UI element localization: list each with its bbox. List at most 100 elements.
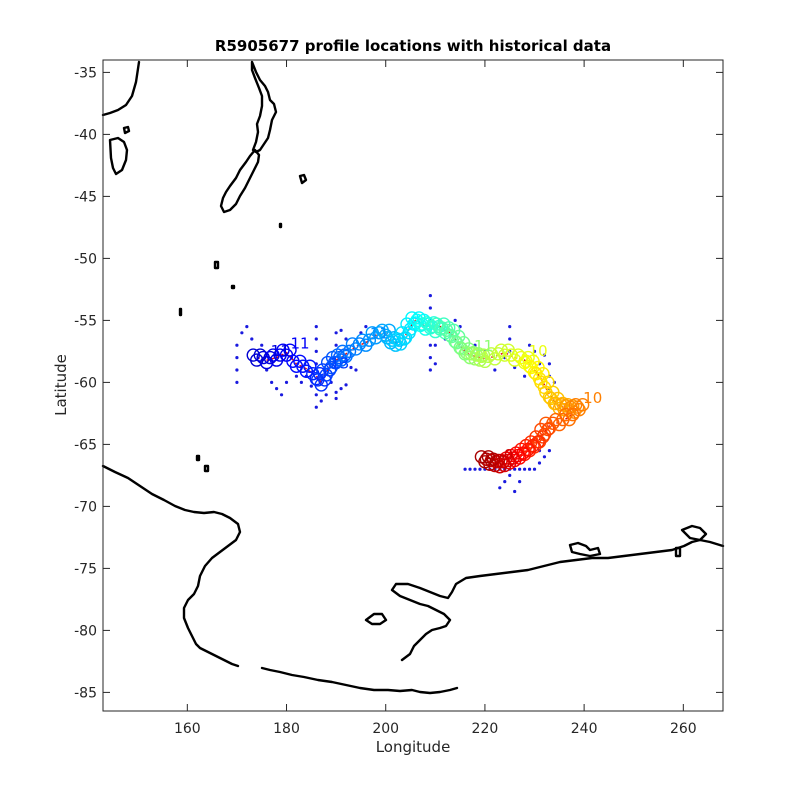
historical-point bbox=[542, 455, 547, 459]
historical-point bbox=[468, 467, 472, 471]
historical-point bbox=[260, 343, 264, 347]
historical-point bbox=[294, 374, 299, 378]
historical-point bbox=[314, 393, 318, 397]
profile-points bbox=[246, 311, 590, 474]
historical-point bbox=[508, 473, 512, 477]
historical-point bbox=[344, 383, 348, 387]
historical-point bbox=[309, 384, 313, 388]
x-tick-label: 240 bbox=[571, 721, 598, 737]
historical-point bbox=[235, 368, 239, 372]
coast-tasmania bbox=[108, 136, 129, 176]
historical-point bbox=[339, 328, 343, 332]
profile-point bbox=[263, 350, 277, 365]
historical-point bbox=[314, 337, 318, 341]
historical-point bbox=[463, 467, 467, 471]
historical-point bbox=[503, 480, 507, 484]
historical-point bbox=[339, 387, 343, 391]
x-tick-label: 200 bbox=[372, 721, 399, 737]
historical-point bbox=[547, 362, 552, 366]
axes-background bbox=[103, 60, 723, 711]
historical-point bbox=[433, 362, 437, 366]
x-tick-label: 160 bbox=[174, 721, 201, 737]
y-axis-label: Latitude bbox=[52, 354, 70, 416]
historical-point bbox=[532, 349, 537, 353]
historical-point bbox=[314, 325, 318, 329]
historical-point bbox=[513, 467, 517, 471]
coast-peter-island bbox=[674, 546, 682, 558]
coast-marie-byrd bbox=[390, 538, 725, 662]
historical-point bbox=[324, 393, 328, 397]
historical-point bbox=[270, 380, 274, 384]
y-tick-label: -85 bbox=[74, 685, 97, 701]
historical-point bbox=[453, 318, 457, 322]
y-tick-label: -50 bbox=[74, 251, 97, 267]
historical-point bbox=[334, 331, 338, 335]
historical-point bbox=[235, 356, 239, 360]
historical-point bbox=[334, 343, 338, 347]
historical-point bbox=[532, 467, 537, 471]
historical-point bbox=[523, 467, 527, 471]
historical-point bbox=[319, 399, 323, 403]
coast-nz-north bbox=[250, 60, 278, 154]
coast-king-island bbox=[122, 125, 131, 135]
coast-nz-south bbox=[219, 148, 261, 214]
coast-antarctica bbox=[101, 464, 242, 668]
profile-number-label: 13 bbox=[330, 354, 349, 372]
profile-point bbox=[536, 430, 550, 444]
y-tick-label: -75 bbox=[74, 561, 97, 577]
coastlines bbox=[101, 60, 725, 695]
historical-point bbox=[314, 405, 318, 409]
profile-point bbox=[372, 326, 386, 340]
coast-roosevelt-island bbox=[364, 612, 388, 626]
historical-point bbox=[493, 368, 497, 372]
profile-point bbox=[303, 359, 317, 373]
historical-point bbox=[235, 343, 239, 347]
coast-thurston bbox=[680, 524, 708, 542]
historical-point bbox=[240, 331, 244, 335]
historical-point bbox=[498, 486, 502, 490]
historical-point bbox=[334, 390, 338, 394]
coast-balleny bbox=[195, 454, 210, 473]
historical-point bbox=[508, 325, 512, 329]
coast-campbell bbox=[230, 284, 236, 290]
y-tick-label: -45 bbox=[74, 189, 97, 205]
coast-siple bbox=[568, 541, 602, 558]
profile-number-label: 10 bbox=[583, 389, 602, 407]
historical-point bbox=[428, 306, 432, 310]
x-axis: 160 180 200 220 240 260 bbox=[174, 60, 697, 737]
coast-small-1 bbox=[278, 222, 283, 229]
axes-frame bbox=[102, 59, 724, 712]
historical-point bbox=[349, 365, 353, 370]
y-tick-label: -55 bbox=[74, 313, 97, 329]
historical-point bbox=[478, 467, 482, 471]
historical-point bbox=[547, 449, 552, 453]
y-tick-label: -40 bbox=[74, 127, 97, 143]
x-axis-label: Longitude bbox=[376, 738, 451, 756]
historical-point bbox=[364, 325, 368, 329]
historical-point bbox=[508, 337, 512, 341]
profile-number-label: 11 bbox=[271, 342, 290, 360]
profile-point bbox=[342, 344, 357, 359]
y-tick-label: -60 bbox=[74, 375, 97, 391]
historical-point bbox=[428, 368, 432, 372]
y-tick-label: -70 bbox=[74, 499, 97, 515]
historical-point bbox=[513, 489, 517, 494]
profile-number-label: 11 bbox=[370, 325, 389, 343]
profile-number-label: 11 bbox=[474, 337, 493, 355]
coast-macquarie bbox=[178, 307, 183, 317]
historical-point bbox=[279, 393, 284, 397]
x-tick-label: 260 bbox=[670, 721, 697, 737]
profile-point bbox=[481, 349, 496, 364]
coast-chatham bbox=[298, 173, 308, 185]
historical-point bbox=[518, 480, 522, 484]
historical-point bbox=[284, 380, 289, 384]
historical-point bbox=[314, 349, 318, 353]
profile-number-label: 10 bbox=[529, 342, 548, 360]
historical-point bbox=[518, 467, 522, 471]
chart-title: R5905677 profile locations with historic… bbox=[215, 37, 611, 55]
y-tick-label: -35 bbox=[74, 65, 97, 81]
profile-number-label: 11 bbox=[291, 335, 310, 353]
